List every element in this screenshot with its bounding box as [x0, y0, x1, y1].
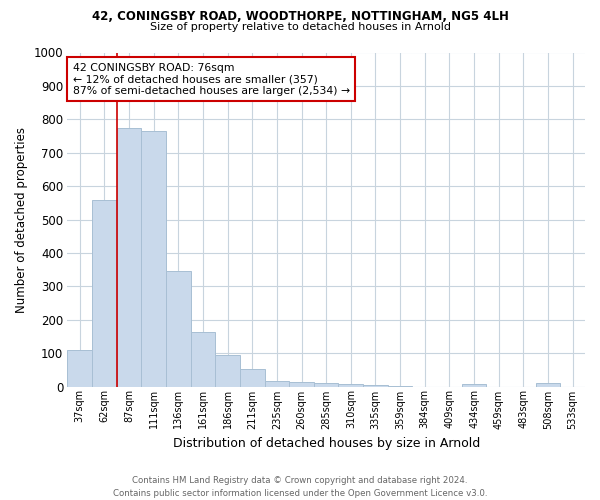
Bar — [116, 128, 141, 386]
Bar — [141, 131, 166, 386]
Bar — [265, 380, 289, 386]
Bar — [215, 355, 240, 386]
Bar — [191, 332, 215, 386]
Bar — [462, 384, 487, 386]
Bar — [240, 369, 265, 386]
Bar — [92, 200, 116, 386]
Bar — [314, 383, 338, 386]
Bar — [363, 385, 388, 386]
Bar — [67, 350, 92, 387]
Text: 42 CONINGSBY ROAD: 76sqm
← 12% of detached houses are smaller (357)
87% of semi-: 42 CONINGSBY ROAD: 76sqm ← 12% of detach… — [73, 62, 350, 96]
Text: Size of property relative to detached houses in Arnold: Size of property relative to detached ho… — [149, 22, 451, 32]
Bar — [166, 272, 191, 386]
Bar — [536, 383, 560, 386]
X-axis label: Distribution of detached houses by size in Arnold: Distribution of detached houses by size … — [173, 437, 480, 450]
Bar — [338, 384, 363, 386]
Y-axis label: Number of detached properties: Number of detached properties — [15, 126, 28, 312]
Text: 42, CONINGSBY ROAD, WOODTHORPE, NOTTINGHAM, NG5 4LH: 42, CONINGSBY ROAD, WOODTHORPE, NOTTINGH… — [92, 10, 508, 23]
Text: Contains HM Land Registry data © Crown copyright and database right 2024.
Contai: Contains HM Land Registry data © Crown c… — [113, 476, 487, 498]
Bar — [289, 382, 314, 386]
